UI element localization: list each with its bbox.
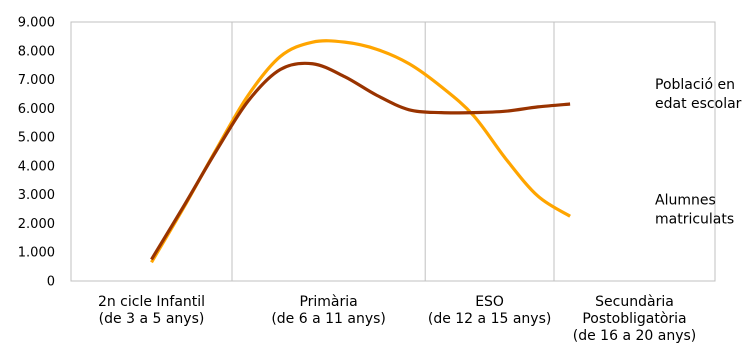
x-category-label: 2n cicle Infantil (de 3 a 5 anys) — [98, 294, 205, 327]
series-label: Alumnes matriculats — [655, 192, 734, 227]
y-tick-label: 4.000 — [18, 159, 55, 174]
x-category-label: ESO (de 12 a 15 anys) — [428, 294, 551, 327]
x-category-label: Primària (de 6 a 11 anys) — [271, 294, 386, 327]
y-tick-label: 9.000 — [18, 16, 55, 31]
x-axis-categories: 2n cicle Infantil (de 3 a 5 anys) Primària… — [98, 294, 696, 344]
y-tick-label: 1.000 — [18, 246, 55, 261]
series-label: Població en edat escolar — [655, 77, 742, 112]
y-tick-label: 7.000 — [18, 73, 55, 88]
y-tick-label: 8.000 — [18, 44, 55, 59]
y-tick-label: 2.000 — [18, 217, 55, 232]
y-tick-label: 5.000 — [18, 131, 55, 146]
chart-grid — [70, 21, 716, 282]
series-labels: Població en edat escolar Alumnes matriculat… — [655, 77, 742, 227]
y-tick-label: 3.000 — [18, 188, 55, 203]
y-axis-ticks: 0 1.000 2.000 3.000 4.000 5.000 6.000 7.000 8.00… — [18, 16, 55, 290]
y-tick-label: 0 — [47, 275, 55, 290]
chart-series — [150, 39, 571, 264]
y-tick-label: 6.000 — [18, 102, 55, 117]
plot-frame — [70, 21, 716, 282]
x-category-label: Secundària Postobligatòria (de 16 a 20 any… — [573, 294, 696, 344]
series-line — [150, 61, 571, 261]
